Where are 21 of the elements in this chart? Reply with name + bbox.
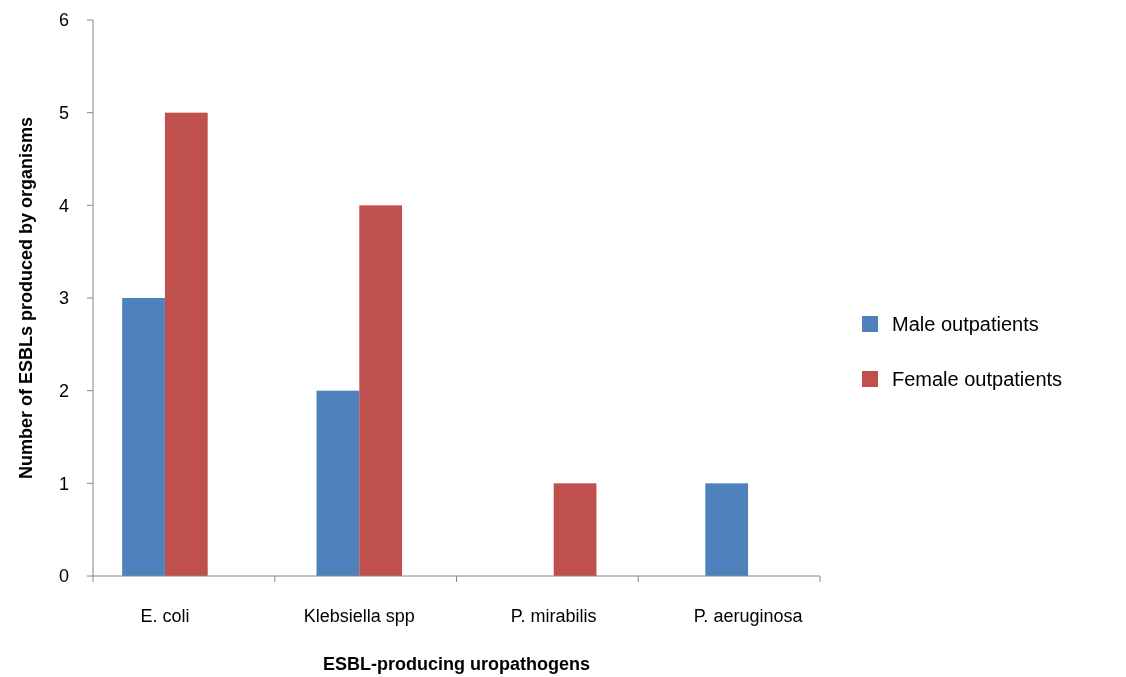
x-tick-label: Klebsiella spp	[303, 606, 415, 626]
y-tick-label: 3	[58, 288, 69, 309]
legend-label: Female outpatients	[892, 368, 1063, 390]
y-tick-label: 0	[58, 566, 69, 587]
bar	[316, 390, 360, 576]
bar	[705, 483, 749, 576]
x-tick-label: E. coli	[140, 606, 190, 626]
y-tick-label: 6	[58, 10, 69, 31]
x-tick-label: P. mirabilis	[510, 606, 597, 626]
bar	[553, 483, 597, 576]
y-tick-label: 4	[58, 195, 69, 216]
bar	[359, 205, 403, 576]
bar	[164, 112, 208, 576]
bar	[122, 298, 165, 576]
y-tick-label: 5	[58, 102, 69, 123]
legend-label: Male outpatients	[892, 313, 1039, 335]
y-axis-title: Number of ESBLs produced by organisms	[16, 116, 36, 480]
y-tick-label: 2	[58, 380, 69, 401]
y-tick-label: 1	[58, 473, 69, 494]
x-tick-label: P. aeruginosa	[693, 606, 804, 626]
x-axis-title: ESBL-producing uropathogens	[323, 654, 590, 674]
